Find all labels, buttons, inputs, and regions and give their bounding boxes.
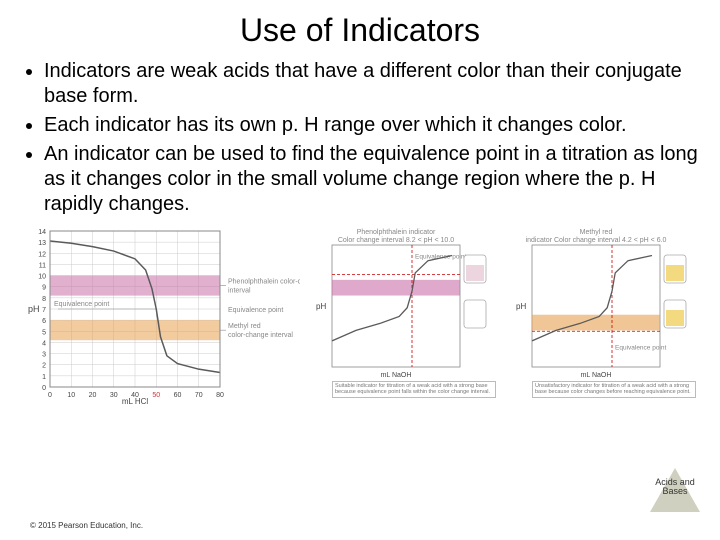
svg-text:interval: interval: [228, 288, 251, 295]
svg-text:13: 13: [38, 240, 46, 247]
svg-text:Phenolphthalein indicator: Phenolphthalein indicator: [357, 229, 436, 236]
svg-text:mL NaOH: mL NaOH: [381, 372, 412, 379]
svg-text:60: 60: [174, 392, 182, 399]
chart-small1-svg: Phenolphthalein indicatorColor change in…: [310, 225, 500, 405]
svg-text:Phenolphthalein color-change: Phenolphthalein color-change: [228, 279, 300, 286]
svg-text:mL NaOH: mL NaOH: [581, 372, 612, 379]
svg-text:pH: pH: [516, 302, 526, 311]
bullet-item: An indicator can be used to find the equ…: [44, 142, 700, 217]
svg-text:10: 10: [38, 274, 46, 281]
titration-chart-main: 0123456789101112131401020304050607080Phe…: [20, 225, 300, 405]
bullet-item: Indicators are weak acids that have a di…: [44, 59, 700, 109]
svg-text:5: 5: [42, 329, 46, 336]
svg-text:0: 0: [42, 385, 46, 392]
svg-text:Equivalence point: Equivalence point: [54, 301, 109, 308]
svg-text:Color change interval 8.2 < pH: Color change interval 8.2 < pH < 10.0: [338, 237, 454, 244]
logo-triangle: Acids and Bases: [650, 468, 700, 512]
chart-area: 0123456789101112131401020304050607080Phe…: [20, 225, 700, 405]
svg-text:70: 70: [195, 392, 203, 399]
chart-small2-svg: Methyl redindicator Color change interva…: [510, 225, 700, 405]
svg-text:10: 10: [67, 392, 75, 399]
svg-text:2: 2: [42, 363, 46, 370]
svg-text:12: 12: [38, 251, 46, 258]
svg-text:8: 8: [42, 296, 46, 303]
copyright-text: © 2015 Pearson Education, Inc.: [30, 521, 143, 530]
svg-text:14: 14: [38, 229, 46, 236]
svg-text:6: 6: [42, 318, 46, 325]
svg-text:indicator Color change interva: indicator Color change interval 4.2 < pH…: [526, 237, 667, 244]
svg-text:0: 0: [48, 392, 52, 399]
svg-text:pH: pH: [316, 302, 326, 311]
bullet-list: Indicators are weak acids that have a di…: [20, 59, 700, 217]
titration-chart-methylred: Methyl redindicator Color change interva…: [510, 225, 700, 405]
svg-text:50: 50: [152, 392, 160, 399]
svg-text:3: 3: [42, 352, 46, 359]
svg-text:7: 7: [42, 307, 46, 314]
triangle-text: Acids and Bases: [650, 478, 700, 496]
svg-text:Equivalence point: Equivalence point: [415, 254, 467, 261]
svg-text:Equivalence point: Equivalence point: [228, 307, 283, 314]
chart-main-svg: 0123456789101112131401020304050607080Phe…: [20, 225, 300, 405]
svg-text:color-change interval: color-change interval: [228, 332, 293, 339]
bullet-item: Each indicator has its own p. H range ov…: [44, 113, 700, 138]
svg-text:30: 30: [110, 392, 118, 399]
svg-text:1: 1: [42, 374, 46, 381]
slide-title: Use of Indicators: [20, 12, 700, 49]
svg-text:11: 11: [39, 262, 46, 269]
svg-text:Methyl red: Methyl red: [580, 229, 613, 236]
svg-text:pH: pH: [28, 304, 40, 314]
svg-text:20: 20: [89, 392, 97, 399]
svg-text:4: 4: [42, 340, 46, 347]
svg-text:mL HCl: mL HCl: [122, 397, 149, 405]
svg-text:80: 80: [216, 392, 224, 399]
titration-chart-phenolphthalein: Phenolphthalein indicatorColor change in…: [310, 225, 500, 405]
svg-text:9: 9: [42, 285, 46, 292]
slide: Use of Indicators Indicators are weak ac…: [0, 0, 720, 540]
svg-text:Equivalence point: Equivalence point: [615, 344, 667, 351]
svg-text:Methyl red: Methyl red: [228, 323, 261, 330]
